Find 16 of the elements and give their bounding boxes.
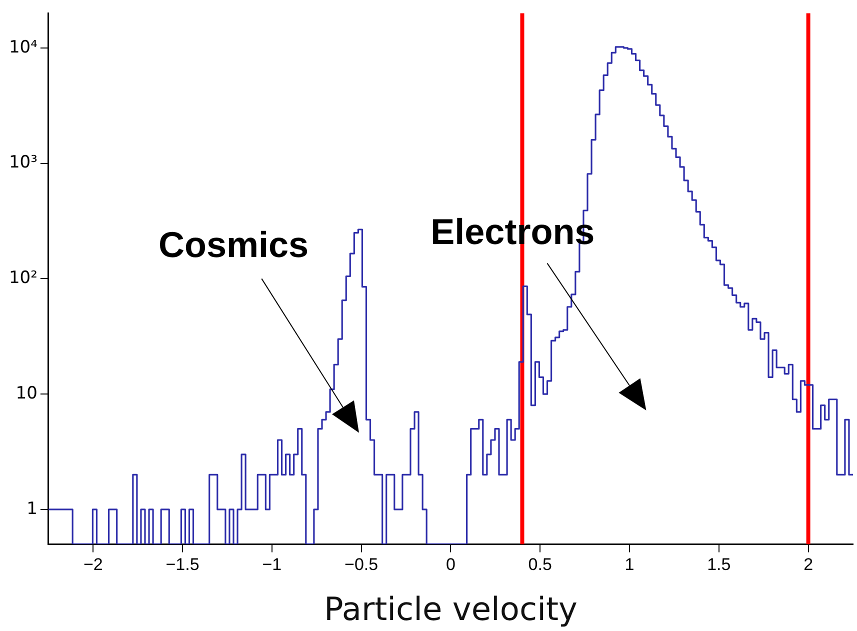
x-tick-label: −0.5 [344, 555, 378, 574]
x-tick-label: −2 [83, 555, 103, 574]
x-tick-label: −1.5 [166, 555, 200, 574]
y-tick-label: 10³ [8, 152, 38, 173]
y-tick-label: 10⁴ [8, 37, 38, 58]
y-tick-label: 10 [16, 384, 38, 404]
x-tick-label: 1 [624, 555, 634, 574]
x-tick-label: 0.5 [528, 555, 552, 574]
annotation: Cosmics [158, 224, 309, 265]
x-tick-label: −1 [262, 555, 282, 574]
y-tick-label: 10² [8, 268, 38, 288]
x-axis-title: Particle velocity [324, 590, 578, 628]
x-tick-label: 2 [804, 555, 814, 574]
x-tick-label: 0 [446, 555, 456, 574]
x-tick-label: 1.5 [707, 555, 731, 574]
y-tick-label: 1 [26, 498, 38, 519]
